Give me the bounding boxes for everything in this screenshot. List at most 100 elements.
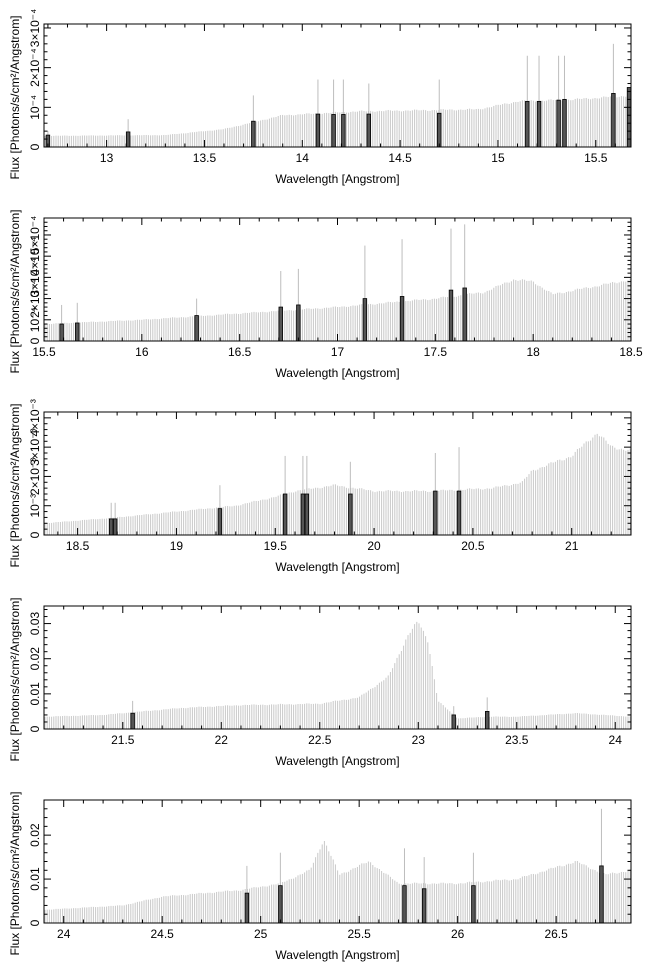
x-tick-label: 15.5 — [32, 345, 56, 359]
line-bar — [556, 99, 561, 148]
x-axis-label: Wavelength [Angstrom] — [275, 172, 399, 186]
line-bar — [471, 885, 476, 924]
line-bar — [562, 98, 567, 148]
plot-frame — [43, 411, 632, 536]
line-bar — [402, 885, 407, 924]
line-bar — [304, 493, 310, 536]
x-tick-label: 17 — [331, 345, 345, 359]
x-tick-label: 25.5 — [347, 927, 371, 941]
spectrum-continuum — [44, 433, 631, 535]
x-tick-label: 25 — [254, 927, 268, 941]
x-tick-label: 23.5 — [505, 733, 529, 747]
line-bar — [75, 322, 80, 342]
x-tick-label: 18.5 — [66, 539, 90, 553]
y-tick-label: 3×10⁻³ — [28, 428, 42, 465]
y-tick-label: 3×10⁻⁴ — [28, 258, 42, 297]
spectrum-continuum — [44, 841, 631, 923]
y-tick-label: 0 — [28, 337, 42, 344]
x-tick-label: 18.5 — [619, 345, 643, 359]
y-tick-label: 10⁻⁴ — [28, 95, 42, 120]
x-axis: 21.5 22 22.5 23 23.5 24 — [43, 606, 623, 747]
line-bar — [278, 885, 283, 924]
line-bar — [130, 712, 135, 730]
x-tick-label: 18 — [526, 345, 540, 359]
line-bar — [599, 865, 604, 924]
y-tick-label: 0 — [28, 143, 42, 150]
line-bar — [362, 298, 368, 342]
chart-svg-3: 18.5 19 19.5 20 20.5 21 0 10⁻³2×10⁻³3×10⁻³4×10⁻… — [8, 399, 632, 574]
line-bar — [244, 892, 250, 924]
y-tick-label: 10⁻⁴ — [28, 307, 42, 332]
x-axis: 18.5 19 19.5 20 20.5 21 — [57, 412, 632, 553]
chart-svg-2: 15.5 16 16.5 17 17.5 18 18.5 0 10⁻⁴2×10⁻⁴3×10⁻⁴4… — [8, 209, 643, 380]
line-bar — [348, 493, 353, 536]
emission-lines — [244, 808, 604, 924]
chart-svg-1: 13 13.5 14 14.5 15 15.5 0 10⁻⁴ 2×10⁻⁴3×10⁻⁴ Wavel… — [8, 9, 632, 186]
spectrum-continuum — [44, 94, 631, 147]
x-axis-label: Wavelength [Angstrom] — [275, 560, 399, 574]
y-axis-label: Flux [Photons/s/cm²/Angstrom] — [8, 403, 22, 567]
y-axis: 0 0.01 0.02 — [28, 799, 631, 926]
x-tick-label: 13 — [100, 151, 114, 165]
y-axis-label: Flux [Photons/s/cm²/Angstrom] — [8, 209, 22, 373]
x-tick-label: 20 — [367, 539, 381, 553]
x-tick-label: 24 — [57, 927, 71, 941]
x-tick-label: 26 — [451, 927, 465, 941]
chart-panel-4: 21.5 22 22.5 23 23.5 24 0 0.01 0.02 0.03 Wavelengt… — [0, 582, 653, 776]
plot-frame — [43, 23, 632, 148]
spectrum-continuum — [44, 278, 631, 341]
plot-frame — [43, 605, 632, 730]
line-bar — [194, 315, 199, 342]
y-tick-label: 5×10⁻⁴ — [28, 216, 42, 255]
y-axis-label: Flux [Photons/s/cm²/Angstrom] — [8, 791, 22, 955]
line-bar — [331, 114, 336, 148]
x-tick-label: 23 — [412, 733, 426, 747]
line-bar — [536, 100, 542, 148]
x-axis-label: Wavelength [Angstrom] — [275, 366, 399, 380]
line-bar — [448, 289, 454, 342]
y-tick-label: 4×10⁻³ — [28, 399, 42, 436]
x-tick-label: 26.5 — [544, 927, 568, 941]
y-tick-label: 0.03 — [28, 612, 42, 636]
emission-lines — [45, 43, 632, 148]
y-axis: 0 0.01 0.02 0.03 — [28, 609, 631, 732]
x-axis-label: Wavelength [Angstrom] — [275, 754, 399, 768]
x-tick-label: 19 — [170, 539, 184, 553]
line-bar — [251, 120, 256, 148]
line-bar — [456, 490, 462, 536]
x-tick-label: 24 — [609, 733, 623, 747]
line-bar — [451, 714, 456, 730]
emission-lines — [108, 447, 462, 536]
y-tick-label: 10⁻³ — [28, 494, 42, 518]
x-tick-label: 17.5 — [424, 345, 448, 359]
x-tick-label: 24.5 — [151, 927, 175, 941]
chart-svg-5: 24 24.5 25 25.5 26 26.5 0 0.01 0.02 Wavelength [A… — [8, 791, 632, 962]
chart-panel-2: 15.5 16 16.5 17 17.5 18 18.5 0 10⁻⁴ 2×10⁻⁴ 3×10⁻⁴ 4… — [0, 194, 653, 388]
y-axis-label: Flux [Photons/s/cm²/Angstrom] — [8, 597, 22, 761]
y-tick-label: 0.01 — [28, 682, 42, 706]
line-bar — [59, 323, 64, 342]
y-tick-label: 0 — [28, 725, 42, 732]
x-tick-label: 16 — [135, 345, 149, 359]
x-tick-label: 22 — [215, 733, 229, 747]
x-tick-label: 22.5 — [308, 733, 332, 747]
chart-panel-5: 24 24.5 25 25.5 26 26.5 0 0.01 0.02 Wavelength [A… — [0, 776, 653, 970]
line-bar — [282, 493, 288, 536]
chart-panel-3: 18.5 19 19.5 20 20.5 21 0 10⁻³ 2×10⁻³ 3×10⁻³ 4×10⁻… — [0, 388, 653, 582]
line-bar — [300, 493, 306, 536]
x-tick-label: 21 — [565, 539, 579, 553]
line-bar — [315, 113, 321, 148]
line-bar — [421, 888, 427, 924]
y-tick-label: 0.02 — [28, 647, 42, 671]
y-axis: 0 10⁻⁴2×10⁻⁴3×10⁻⁴4×10⁻⁴5×10⁻⁴ — [28, 216, 631, 344]
y-tick-label: 0 — [28, 919, 42, 926]
line-bar — [462, 287, 467, 342]
line-bar — [296, 304, 301, 342]
emission-lines — [130, 697, 490, 730]
line-bar — [217, 508, 223, 536]
chart-svg-4: 21.5 22 22.5 23 23.5 24 0 0.01 0.02 0.03 Wavelengt… — [8, 597, 632, 768]
x-axis-label: Wavelength [Angstrom] — [275, 948, 399, 962]
line-bar — [433, 490, 438, 536]
line-bar — [399, 296, 405, 342]
y-tick-label: 0.02 — [28, 823, 42, 847]
